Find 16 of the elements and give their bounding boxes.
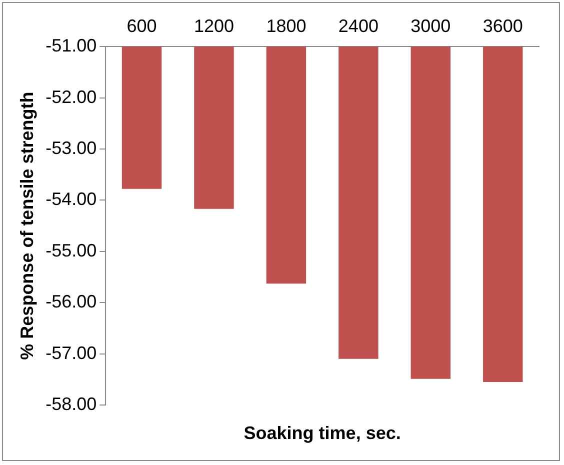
y-tick-label: -57.00 <box>46 342 97 363</box>
y-tick-label: -56.00 <box>46 292 97 312</box>
y-tick-label: -52.00 <box>46 86 97 107</box>
y-axis-title: % Response of tensile strength <box>16 92 37 360</box>
x-tick-label: 3600 <box>482 16 523 36</box>
y-tick-label: -54.00 <box>46 189 97 210</box>
x-tick-label: 600 <box>126 16 157 36</box>
x-tick-label: 2400 <box>338 16 378 36</box>
y-tick-label: -53.00 <box>46 138 97 158</box>
y-tick-label: -51.00 <box>46 36 97 56</box>
x-tick-label: 3000 <box>410 16 451 36</box>
y-tick-label: -55.00 <box>46 240 97 260</box>
y-tick-label: -58.00 <box>46 394 97 414</box>
x-tick-label: 1800 <box>266 16 306 36</box>
x-axis-title: Soaking time, sec. <box>244 422 401 443</box>
x-tick-label: 1200 <box>194 16 234 36</box>
